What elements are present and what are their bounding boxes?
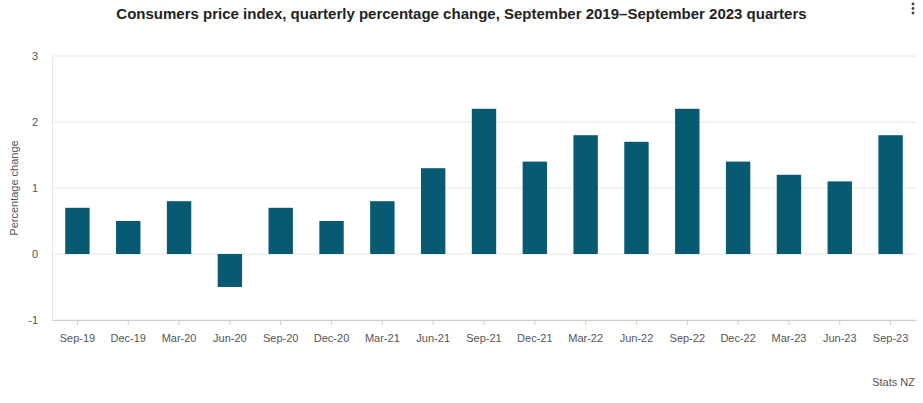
y-tick: 2 <box>32 116 52 128</box>
bar <box>370 201 394 254</box>
x-tick-mark <box>179 320 180 325</box>
y-tick-label: 1 <box>32 182 38 194</box>
x-tick-mark <box>839 320 840 325</box>
x-tick: Sep-21 <box>466 320 501 344</box>
bar <box>573 135 597 254</box>
menu-dot[interactable] <box>912 7 915 10</box>
menu-icon[interactable] <box>912 3 915 15</box>
bar <box>65 208 89 254</box>
x-tick-label: Sep-22 <box>670 332 705 344</box>
x-tick-mark <box>585 320 586 325</box>
title: Consumers price index, quarterly percent… <box>116 5 806 22</box>
x-tick-mark <box>331 320 332 325</box>
x-tick: Mar-23 <box>772 320 807 344</box>
x-tick-label: Jun-20 <box>213 332 247 344</box>
y-axis-title: Percentage change <box>8 140 20 235</box>
x-tick-label: Jun-21 <box>416 332 450 344</box>
x-tick: Sep-23 <box>873 320 908 344</box>
bar <box>828 181 852 254</box>
x-tick-label: Mar-22 <box>568 332 603 344</box>
bar <box>624 142 648 254</box>
x-tick-label: Jun-23 <box>823 332 857 344</box>
x-tick-label: Sep-21 <box>466 332 501 344</box>
x-tick-mark <box>738 320 739 325</box>
bar <box>523 162 547 254</box>
y-tick-label: 2 <box>32 116 38 128</box>
bar <box>675 109 699 254</box>
x-tick-mark <box>890 320 891 325</box>
bars <box>65 109 903 287</box>
bar <box>167 201 191 254</box>
x-tick-label: Sep-23 <box>873 332 908 344</box>
source: Stats NZ <box>872 376 915 388</box>
bar <box>777 175 801 254</box>
x-tick: Dec-22 <box>720 320 755 344</box>
x-tick-label: Dec-20 <box>314 332 349 344</box>
x-tick: Dec-21 <box>517 320 552 344</box>
x-tick: Dec-19 <box>111 320 146 344</box>
x-tick-mark <box>229 320 230 325</box>
bar <box>269 208 293 254</box>
x-tick-mark <box>77 320 78 325</box>
chart: Consumers price index, quarterly percent… <box>0 0 923 403</box>
y-tick: 3 <box>32 50 52 62</box>
y-tick: 1 <box>32 182 52 194</box>
x-tick-label: Sep-20 <box>263 332 298 344</box>
bar <box>726 162 750 254</box>
y-tick: 0 <box>32 248 52 260</box>
menu-dot[interactable] <box>912 12 915 15</box>
y-tick-label: 3 <box>32 50 38 62</box>
y-tick: -1 <box>28 314 52 326</box>
x-tick-label: Mar-21 <box>365 332 400 344</box>
bar <box>878 135 902 254</box>
bar <box>421 168 445 254</box>
x-tick: Jun-22 <box>620 320 654 344</box>
bar <box>218 254 242 287</box>
x-tick: Jun-20 <box>213 320 247 344</box>
x-tick: Jun-23 <box>823 320 857 344</box>
x-tick-label: Jun-22 <box>620 332 654 344</box>
x-tick: Jun-21 <box>416 320 450 344</box>
x-tick-label: Mar-20 <box>162 332 197 344</box>
x-tick: Mar-22 <box>568 320 603 344</box>
x-tick: Sep-19 <box>60 320 95 344</box>
x-tick: Sep-22 <box>670 320 705 344</box>
x-tick-mark <box>433 320 434 325</box>
x-tick: Sep-20 <box>263 320 298 344</box>
y-tick-label: 0 <box>32 248 38 260</box>
y-axis-line <box>52 57 53 321</box>
x-tick-mark <box>534 320 535 325</box>
x-tick-mark <box>382 320 383 325</box>
x-tick: Mar-21 <box>365 320 400 344</box>
x-tick-label: Sep-19 <box>60 332 95 344</box>
bar <box>116 221 140 254</box>
x-tick-label: Dec-19 <box>111 332 146 344</box>
bar <box>319 221 343 254</box>
x-tick-mark <box>128 320 129 325</box>
x-tick-mark <box>280 320 281 325</box>
plot: -1 0 1 2 3 Sep-19 Dec-19 Mar-20 Jun-20 Sep-20 Dec-… <box>28 50 916 344</box>
x-tick-mark <box>788 320 789 325</box>
y-axis: -1 0 1 2 3 <box>28 50 52 326</box>
grid-line <box>52 56 916 57</box>
x-tick-mark <box>484 320 485 325</box>
x-tick-mark <box>687 320 688 325</box>
x-tick-label: Mar-23 <box>772 332 807 344</box>
bar <box>472 109 496 254</box>
y-tick-label: -1 <box>28 314 38 326</box>
x-tick-mark <box>636 320 637 325</box>
menu-dot[interactable] <box>912 3 915 6</box>
x-axis: Sep-19 Dec-19 Mar-20 Jun-20 Sep-20 Dec-20 Mar-… <box>53 320 917 344</box>
x-tick-label: Dec-21 <box>517 332 552 344</box>
x-tick: Mar-20 <box>162 320 197 344</box>
x-tick: Dec-20 <box>314 320 349 344</box>
grid <box>52 56 916 320</box>
x-tick-label: Dec-22 <box>720 332 755 344</box>
